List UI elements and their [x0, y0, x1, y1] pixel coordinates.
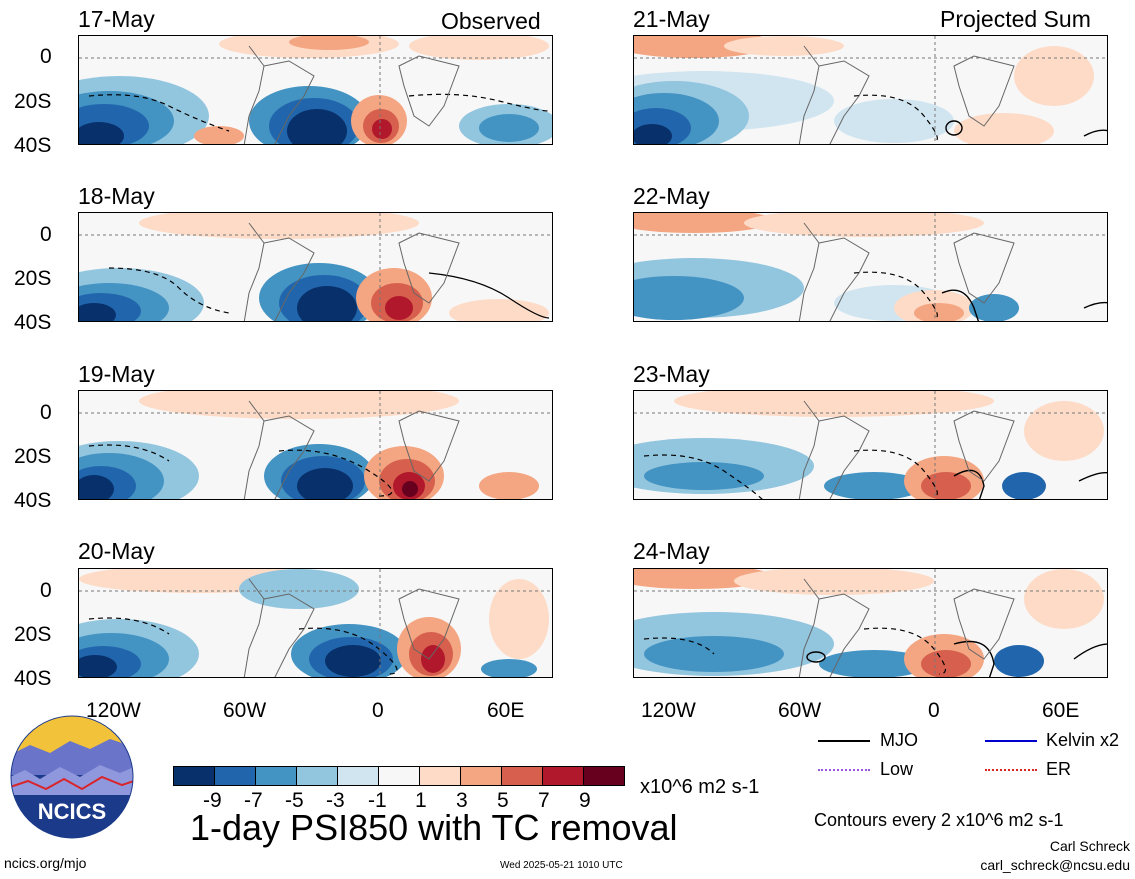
- lat-tick: 20S: [14, 267, 52, 290]
- panel-date-label: 22-May: [633, 183, 710, 209]
- legend-swatch-er: [985, 769, 1037, 771]
- colorbar-tick: -5: [285, 789, 304, 812]
- colorbar-tick: 9: [579, 789, 591, 812]
- legend-label: ER: [1046, 759, 1072, 779]
- legend-label: Low: [880, 759, 914, 779]
- colorbar: [173, 766, 625, 786]
- lat-tick: 40S: [14, 311, 52, 334]
- colorbar-tick: -3: [326, 789, 345, 812]
- colorbar-cell: [338, 767, 379, 785]
- colorbar-tick: -1: [368, 789, 387, 812]
- colorbar-tick: 7: [538, 789, 550, 812]
- colorbar-tick: 5: [497, 789, 509, 812]
- lon-tick: 60W: [223, 699, 267, 722]
- colorbar-cell: [502, 767, 543, 785]
- map-panel-projected-4: [633, 568, 1108, 678]
- map-panel-observed-3: [78, 390, 553, 500]
- panel-date-label: 24-May: [633, 538, 710, 564]
- lat-tick: 40S: [14, 489, 52, 512]
- colorbar-cell: [215, 767, 256, 785]
- map-panel-observed-2: [78, 212, 553, 322]
- map-panel-projected-2: [633, 212, 1108, 322]
- colorbar-tick: -9: [203, 789, 222, 812]
- panel-date-label: 21-May: [633, 6, 710, 32]
- projected-sum-label: Projected Sum: [940, 6, 1091, 32]
- panel-date-label: 17-May: [78, 6, 155, 32]
- lat-tick: 0: [40, 579, 52, 602]
- lon-tick: 0: [372, 699, 384, 722]
- colorbar-tick: -7: [244, 789, 263, 812]
- lon-tick: 60W: [778, 699, 822, 722]
- lon-tick: 60E: [1042, 699, 1080, 722]
- colorbar-cell: [297, 767, 338, 785]
- legend-label: Kelvin x2: [1046, 730, 1120, 750]
- colorbar-cell: [256, 767, 297, 785]
- lat-tick: 0: [40, 401, 52, 424]
- lon-tick: 120W: [641, 699, 696, 722]
- map-panel-observed-1: [78, 35, 553, 145]
- colorbar-tick: 1: [415, 789, 427, 812]
- colorbar-cell: [543, 767, 584, 785]
- lat-tick: 0: [40, 45, 52, 68]
- lon-tick: 60E: [487, 699, 525, 722]
- map-panel-projected-1: [633, 35, 1108, 145]
- footer-url[interactable]: ncics.org/mjo: [4, 855, 87, 871]
- colorbar-tick: 3: [456, 789, 468, 812]
- colorbar-cell: [584, 767, 624, 785]
- legend-label: MJO: [880, 730, 918, 750]
- colorbar-cell: [461, 767, 502, 785]
- lat-tick: 20S: [14, 90, 52, 113]
- footer-email[interactable]: carl_schreck@ncsu.edu: [980, 857, 1130, 873]
- map-panel-projected-3: [633, 390, 1108, 500]
- colorbar-cell: [174, 767, 215, 785]
- colorbar-cell: [420, 767, 461, 785]
- colorbar-units: x10^6 m2 s-1: [640, 776, 760, 798]
- legend-swatch-mjo: [818, 740, 870, 742]
- colorbar-cell: [379, 767, 420, 785]
- footer-author: Carl Schreck: [1049, 838, 1130, 854]
- panel-date-label: 19-May: [78, 361, 155, 387]
- ncics-logo: NCICS: [10, 715, 134, 839]
- observed-label: Observed: [441, 8, 541, 34]
- logo-text: NCICS: [38, 799, 106, 824]
- panel-date-label: 23-May: [633, 361, 710, 387]
- footer-timestamp: Wed 2025-05-21 1010 UTC: [500, 860, 623, 871]
- figure-title: 1-day PSI850 with TC removal: [190, 807, 678, 848]
- contours-note: Contours every 2 x10^6 m2 s-1: [814, 810, 1064, 830]
- lat-tick: 40S: [14, 667, 52, 690]
- legend-swatch-kelvin: [985, 740, 1037, 742]
- lat-tick: 20S: [14, 445, 52, 468]
- legend-swatch-low: [818, 769, 870, 771]
- panel-date-label: 18-May: [78, 183, 155, 209]
- lat-tick: 20S: [14, 623, 52, 646]
- lat-tick: 0: [40, 223, 52, 246]
- lat-tick: 40S: [14, 134, 52, 157]
- lon-tick: 0: [928, 699, 940, 722]
- lon-tick: 120W: [86, 699, 141, 722]
- panel-date-label: 20-May: [78, 538, 155, 564]
- map-panel-observed-4: [78, 568, 553, 678]
